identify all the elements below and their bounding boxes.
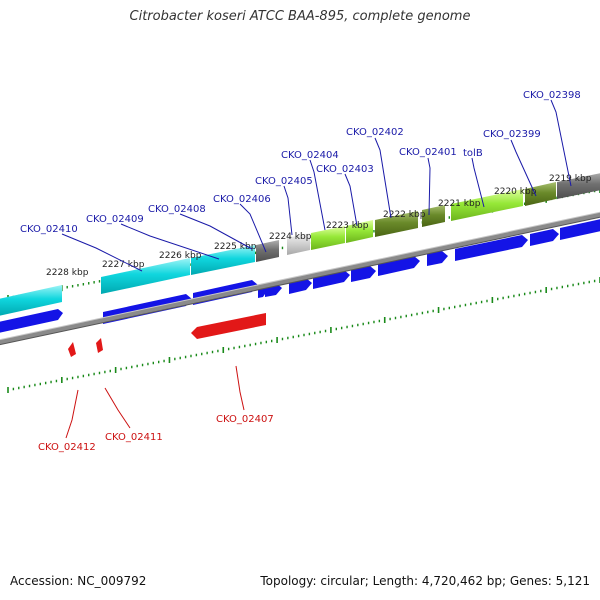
gene-arrow-forward (351, 266, 376, 282)
feature-block-lime (451, 189, 523, 221)
tick-labels: 2228 kbp 2227 kbp 2226 kbp 2225 kbp 2224… (46, 174, 592, 278)
tick-label: 2228 kbp (46, 268, 89, 278)
feature-block-gray (557, 173, 600, 199)
gene-arrow-forward (0, 309, 63, 333)
gene-labels-forward: CKO_02410 CKO_02409 CKO_02408 CKO_02406 … (20, 90, 581, 235)
feature-block-olive (375, 211, 418, 237)
cog-feature-band (0, 173, 600, 316)
gene-label: CKO_02412 (38, 442, 96, 453)
tick-label: 2225 kbp (214, 242, 257, 252)
tick-label: 2222 kbp (383, 210, 426, 220)
gene-label: CKO_02409 (86, 214, 144, 225)
gene-label: CKO_02411 (105, 432, 163, 443)
tick-label: 2224 kbp (269, 232, 312, 242)
gene-label: CKO_02405 (255, 176, 313, 187)
gene-label: CKO_02403 (316, 164, 374, 175)
gene-arrow-reverse (96, 338, 103, 353)
gene-arrow-reverse (191, 313, 266, 339)
tick-label: 2223 kbp (326, 221, 369, 231)
inner-scale-track (7, 277, 600, 393)
gene-label: CKO_02410 (20, 224, 78, 235)
gene-arrow-forward (313, 270, 350, 289)
gene-label: tolB (463, 148, 483, 159)
gene-leader-lines-reverse (65, 365, 245, 439)
gene-label: CKO_02404 (281, 150, 339, 161)
feature-block-lightgray (287, 233, 310, 255)
genome-backbone (0, 212, 600, 345)
feature-block-lime (311, 226, 345, 250)
gene-arrow-reverse (68, 342, 76, 357)
gene-label: CKO_02398 (523, 90, 581, 101)
feature-block-lime (346, 220, 373, 243)
feature-block-gray (256, 240, 279, 262)
accession-text: Accession: NC_009792 (10, 574, 147, 588)
tick-label: 2220 kbp (494, 187, 537, 197)
tick-label: 2221 kbp (438, 199, 481, 209)
tick-label: 2219 kbp (549, 174, 592, 184)
topology-text: Topology: circular; Length: 4,720,462 bp… (260, 574, 590, 588)
gene-arrow-forward (378, 256, 420, 276)
gene-label: CKO_02402 (346, 127, 404, 138)
gene-arrow-forward (427, 251, 448, 266)
gene-arrow-forward (455, 235, 528, 261)
reverse-strand-genes (68, 313, 266, 357)
tick-label: 2226 kbp (159, 251, 202, 261)
feature-block-cyan (0, 285, 62, 316)
tick-label: 2227 kbp (102, 260, 145, 270)
feature-block-cyan (191, 245, 255, 275)
feature-block-olive (422, 205, 445, 227)
gene-labels-reverse: CKO_02412 CKO_02411 CKO_02407 (38, 414, 274, 453)
gene-label: CKO_02407 (216, 414, 274, 425)
gene-arrow-forward (560, 219, 600, 240)
map-title: Citrobacter koseri ATCC BAA-895, complet… (129, 9, 471, 24)
gene-leader-lines (61, 99, 572, 272)
gene-arrow-forward (530, 229, 559, 246)
gene-label: CKO_02401 (399, 147, 457, 158)
gene-label: CKO_02406 (213, 194, 271, 205)
gene-label: CKO_02408 (148, 204, 206, 215)
gene-label: CKO_02399 (483, 129, 541, 140)
feature-block-cyan (101, 258, 190, 294)
